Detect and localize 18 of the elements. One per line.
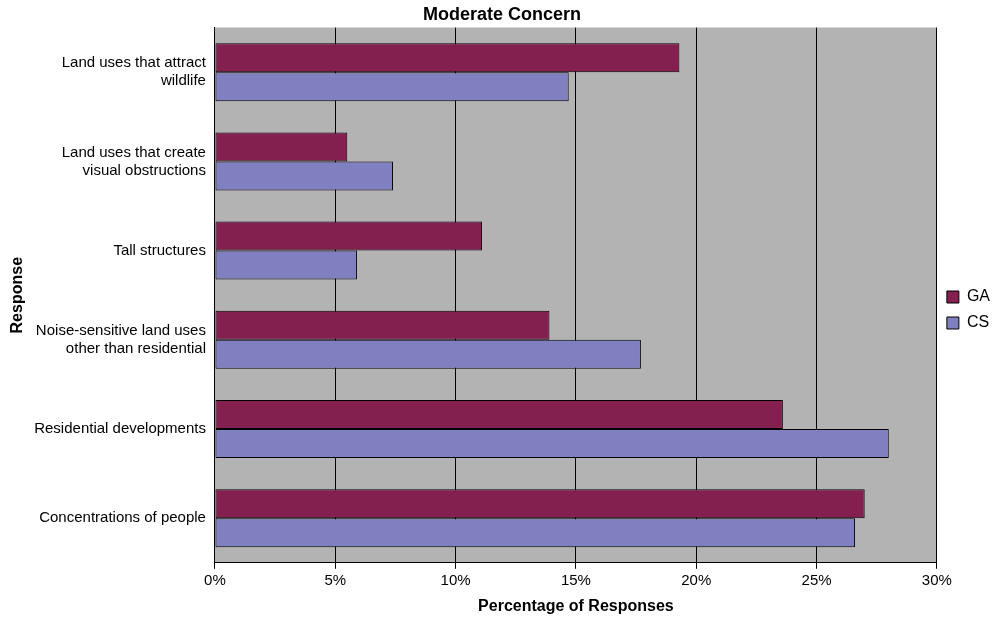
- y-tick-label: Residential developments: [34, 419, 206, 437]
- x-axis-title: Percentage of Responses: [478, 596, 674, 614]
- y-tick-label: Land uses that attract wildlife: [61, 53, 207, 89]
- chart-title: Moderate Concern: [422, 3, 582, 24]
- y-tick-label: Tall structures: [113, 240, 206, 258]
- x-tick-label: 30%: [921, 570, 952, 588]
- y-tick-label: Noise-sensitive land uses other than residential: [35, 320, 206, 356]
- legend-label: CS: [966, 313, 990, 331]
- x-tick-label: 0%: [204, 570, 226, 588]
- legend-label: GA: [966, 287, 991, 305]
- x-tick-label: 25%: [801, 570, 832, 588]
- y-tick-label: Concentrations of people: [39, 508, 206, 526]
- y-tick-label: Land uses that create visual obstructions: [61, 142, 206, 178]
- x-tick-label: 10%: [440, 570, 471, 588]
- x-tick-label: 20%: [681, 570, 712, 588]
- y-axis-title: Response: [8, 256, 26, 334]
- x-tick-label: 15%: [560, 570, 591, 588]
- x-tick-label: 5%: [324, 570, 347, 588]
